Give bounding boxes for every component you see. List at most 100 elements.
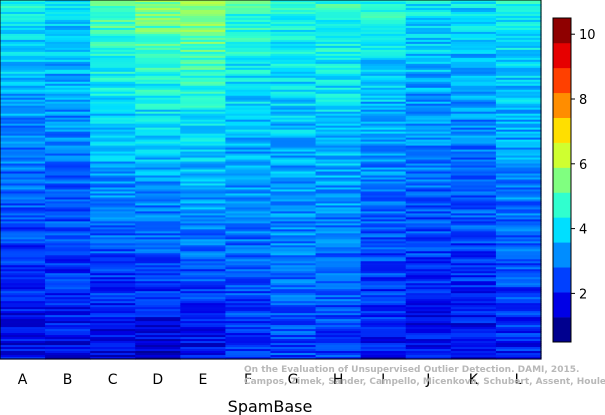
heatmap-cell: [45, 91, 91, 95]
heatmap-cell: [0, 147, 46, 151]
colorbar-tick-label: 8: [579, 93, 587, 108]
heatmap-cell: [360, 221, 407, 224]
heatmap-cell: [270, 289, 317, 292]
heatmap-cell: [450, 35, 497, 39]
heatmap-cell: [0, 11, 46, 15]
colorbar-segment: [553, 142, 571, 168]
heatmap-cell: [225, 185, 272, 189]
heatmap-cell: [315, 77, 362, 81]
heatmap-cell: [45, 63, 91, 67]
heatmap-cell: [180, 121, 227, 125]
heatmap-cell: [315, 11, 362, 15]
heatmap-cell: [270, 255, 317, 258]
heatmap-cell: [45, 129, 91, 133]
heatmap-cell: [360, 257, 407, 260]
heatmap-cell: [135, 235, 181, 238]
heatmap-cell: [180, 261, 227, 264]
heatmap-cell: [0, 305, 46, 308]
heatmap-cell: [135, 95, 181, 99]
heatmap-cell: [495, 209, 542, 213]
heatmap-cell: [225, 175, 272, 179]
heatmap-cell: [90, 175, 136, 179]
heatmap-cell: [0, 345, 46, 348]
heatmap-cell: [405, 319, 452, 322]
heatmap-cell: [270, 157, 317, 161]
heatmap-cell: [315, 233, 362, 236]
heatmap-cell: [405, 167, 452, 171]
heatmap-cell: [450, 191, 497, 195]
heatmap-cell: [0, 187, 46, 191]
heatmap-cell: [0, 65, 46, 69]
heatmap-cell: [180, 175, 227, 179]
heatmap-cell: [405, 113, 452, 117]
heatmap-cell: [90, 205, 136, 209]
heatmap-cell: [450, 13, 497, 17]
heatmap-cell: [0, 31, 46, 35]
heatmap-cell: [315, 339, 362, 342]
heatmap-cell: [45, 225, 91, 228]
heatmap-cell: [90, 235, 136, 238]
heatmap-cell: [495, 199, 542, 203]
heatmap-cell: [180, 153, 227, 157]
watermark-line-2: Campos, Zimek, Sander, Campello, Micenko…: [244, 377, 605, 387]
heatmap-cell: [0, 93, 46, 97]
heatmap-cell: [135, 35, 181, 39]
heatmap-cell: [495, 303, 542, 306]
heatmap-cell: [180, 321, 227, 324]
heatmap-cell: [90, 101, 136, 105]
heatmap-cell: [405, 241, 452, 244]
heatmap-cell: [360, 1, 407, 5]
heatmap-cell: [0, 95, 46, 99]
heatmap-cell: [180, 159, 227, 163]
heatmap-cell: [405, 181, 452, 185]
heatmap-cell: [180, 187, 227, 191]
heatmap-cell: [360, 111, 407, 115]
heatmap-cell: [225, 219, 272, 222]
heatmap-cell: [0, 247, 46, 250]
heatmap-cell: [450, 325, 497, 328]
heatmap-cell: [495, 135, 542, 139]
heatmap-cell: [270, 23, 317, 27]
heatmap-cell: [405, 169, 452, 173]
heatmap-cell: [135, 33, 181, 37]
heatmap-cell: [0, 291, 46, 294]
heatmap-cell: [360, 49, 407, 53]
heatmap-cell: [405, 131, 452, 135]
heatmap-cell: [0, 203, 46, 207]
heatmap-cell: [180, 287, 227, 290]
heatmap-cell: [315, 303, 362, 306]
heatmap-cell: [315, 315, 362, 318]
heatmap-cell: [495, 267, 542, 270]
heatmap-cell: [180, 51, 227, 55]
heatmap-cell: [90, 287, 136, 290]
heatmap-cell: [360, 61, 407, 65]
heatmap-cell: [180, 347, 227, 350]
heatmap-cell: [45, 53, 91, 57]
heatmap-cell: [135, 197, 181, 201]
heatmap-cell: [45, 255, 91, 258]
heatmap-cell: [180, 255, 227, 258]
heatmap-cell: [450, 341, 497, 344]
heatmap-cell: [360, 305, 407, 308]
heatmap-cell: [495, 109, 542, 113]
heatmap-cell: [450, 297, 497, 300]
heatmap-cell: [495, 159, 542, 163]
heatmap-cell: [405, 187, 452, 191]
heatmap-cell: [225, 203, 272, 207]
heatmap-cell: [315, 277, 362, 280]
heatmap-cell: [450, 347, 497, 350]
colorbar-segment: [553, 42, 571, 69]
heatmap-cell: [90, 349, 136, 352]
heatmap-cell: [90, 19, 136, 23]
heatmap-cell: [360, 85, 407, 89]
heatmap-cell: [0, 337, 46, 340]
heatmap-cell: [315, 337, 362, 340]
heatmap-cell: [225, 261, 272, 264]
heatmap-cell: [405, 235, 452, 238]
heatmap-cell: [225, 105, 272, 109]
heatmap-cell: [315, 129, 362, 133]
heatmap-cell: [180, 245, 227, 248]
heatmap-cell: [90, 177, 136, 181]
heatmap-cell: [315, 321, 362, 324]
heatmap-cell: [180, 99, 227, 103]
